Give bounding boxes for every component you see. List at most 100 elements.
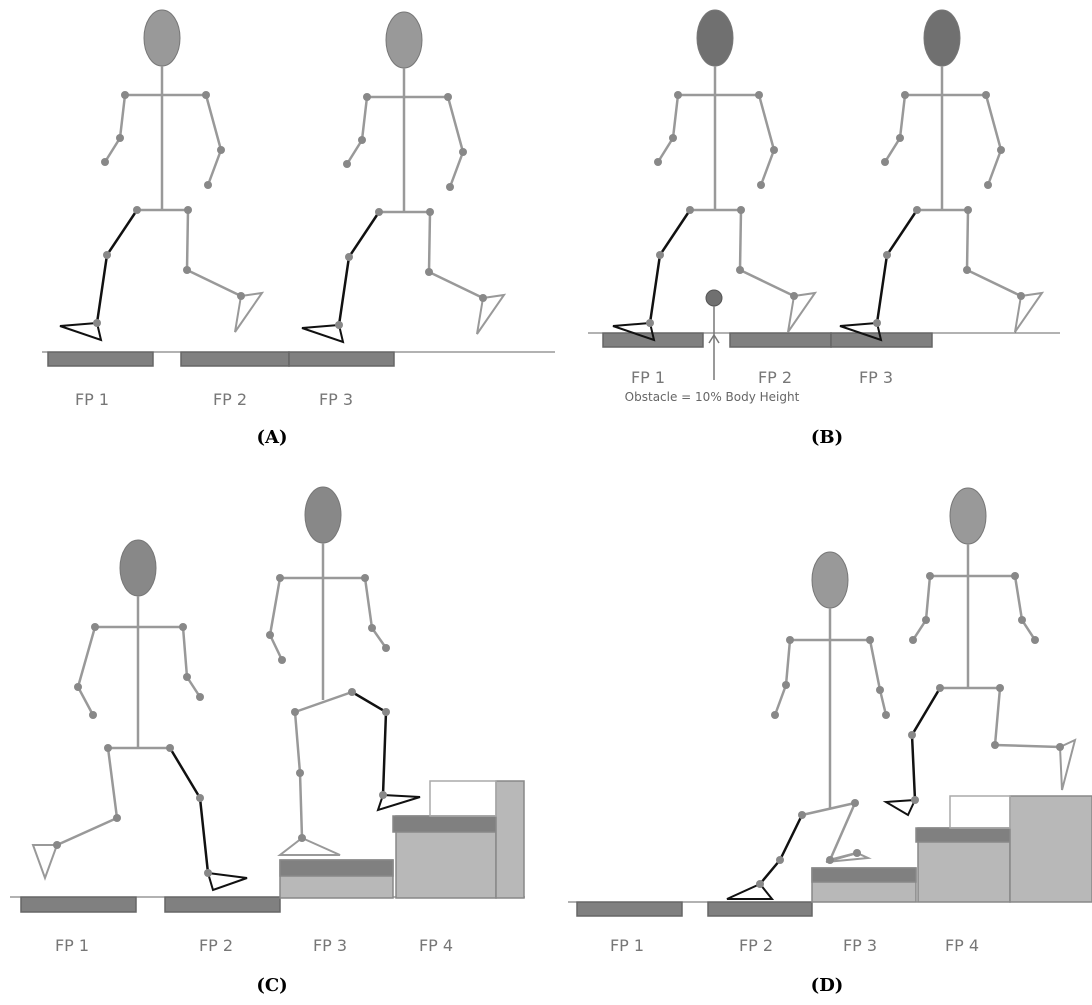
force-plate [730, 333, 831, 347]
foot [208, 873, 247, 890]
joint [866, 636, 874, 644]
plate-label: FP 3 [313, 936, 347, 955]
joint [881, 158, 889, 166]
joint [873, 319, 881, 327]
limb [802, 803, 855, 815]
step-outline [950, 796, 1010, 828]
joint [276, 574, 284, 582]
limb [775, 640, 790, 715]
step [496, 781, 524, 898]
joint [459, 148, 467, 156]
plate-label: FP 2 [739, 936, 773, 955]
limb [448, 97, 463, 187]
head [950, 488, 986, 544]
foot [33, 845, 57, 878]
joint [116, 134, 124, 142]
limb [986, 95, 1001, 185]
joint [237, 292, 245, 300]
joint [375, 208, 383, 216]
limb [870, 640, 886, 715]
joint [296, 769, 304, 777]
joint [656, 251, 664, 259]
force-plate [48, 352, 153, 366]
joint [786, 636, 794, 644]
joint [363, 93, 371, 101]
plate-label: FP 3 [859, 368, 893, 387]
force-plate [21, 897, 136, 912]
panel-label: (D) [811, 975, 844, 996]
limb [97, 210, 137, 323]
panel-label: (C) [256, 975, 287, 996]
limb [429, 212, 483, 298]
joint [901, 91, 909, 99]
joint [982, 91, 990, 99]
limb [78, 627, 95, 715]
limb [740, 210, 794, 296]
joint [425, 268, 433, 276]
limb [270, 578, 282, 660]
joint [790, 292, 798, 300]
joint [101, 158, 109, 166]
joint [74, 683, 82, 691]
joint [183, 266, 191, 274]
limb [347, 97, 367, 164]
joint [736, 266, 744, 274]
plate-label: FP 2 [199, 936, 233, 955]
joint [426, 208, 434, 216]
joint [335, 321, 343, 329]
joint [361, 574, 369, 582]
joint [133, 206, 141, 214]
joint [343, 160, 351, 168]
head [924, 10, 960, 66]
head [144, 10, 180, 66]
joint [757, 181, 765, 189]
joint [444, 93, 452, 101]
joint [798, 811, 806, 819]
plate-label: FP 1 [55, 936, 89, 955]
joint [121, 91, 129, 99]
joint [997, 146, 1005, 154]
limb [187, 210, 241, 296]
joint [646, 319, 654, 327]
plate-label: FP 4 [945, 936, 979, 955]
joint [826, 856, 834, 864]
joint [382, 644, 390, 652]
limb [650, 210, 690, 323]
plate-label: FP 3 [319, 390, 353, 409]
joint [851, 799, 859, 807]
plate-label: FP 4 [419, 936, 453, 955]
force-plate [280, 860, 393, 876]
joint [217, 146, 225, 154]
joint [184, 206, 192, 214]
plate-label: FP 3 [843, 936, 877, 955]
joint [853, 849, 861, 857]
foot [280, 838, 340, 855]
head [120, 540, 156, 596]
joint [926, 572, 934, 580]
panel-label: (A) [257, 427, 288, 448]
limb [658, 95, 678, 162]
joint [908, 731, 916, 739]
head [697, 10, 733, 66]
joint [882, 711, 890, 719]
joint [996, 684, 1004, 692]
head [812, 552, 848, 608]
joint [91, 623, 99, 631]
joint [674, 91, 682, 99]
joint [368, 624, 376, 632]
plate-label: FP 1 [75, 390, 109, 409]
limb [760, 815, 802, 884]
joint [298, 834, 306, 842]
force-plate [812, 868, 916, 882]
joint [737, 206, 745, 214]
limb [105, 95, 125, 162]
joint [202, 91, 210, 99]
joint [1017, 292, 1025, 300]
limb [352, 692, 386, 795]
joint [382, 708, 390, 716]
joint [348, 688, 356, 696]
joint [770, 146, 778, 154]
joint [89, 711, 97, 719]
joint [883, 251, 891, 259]
limb [57, 748, 117, 845]
